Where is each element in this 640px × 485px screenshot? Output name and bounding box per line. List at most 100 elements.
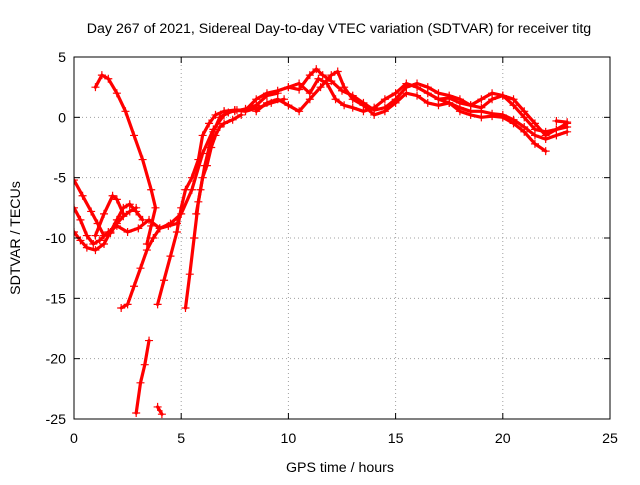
- data-point-marker: [380, 95, 389, 104]
- data-point-marker: [314, 74, 323, 83]
- data-point-marker: [488, 89, 497, 98]
- data-point-marker: [220, 119, 229, 128]
- data-point-marker: [402, 79, 411, 88]
- data-point-marker: [87, 207, 96, 216]
- data-point-marker: [100, 231, 109, 240]
- data-point-marker: [89, 240, 98, 249]
- data-point-marker: [391, 89, 400, 98]
- data-point-marker: [91, 246, 100, 255]
- data-point-marker: [106, 229, 115, 238]
- data-point-marker: [348, 103, 357, 112]
- data-point-marker: [78, 191, 87, 200]
- data-point-marker: [132, 203, 141, 212]
- series-line: [134, 339, 151, 415]
- data-point-marker: [327, 71, 336, 80]
- data-point-marker: [333, 67, 342, 76]
- y-tick-label: -15: [45, 291, 66, 307]
- data-point-marker: [370, 110, 379, 119]
- axis-ticks: 0 5 10 15 20 25 -25 -20 -15 -10 -5 0 5: [45, 50, 618, 447]
- data-point-marker: [112, 219, 121, 228]
- data-point-marker: [91, 83, 100, 92]
- data-point-marker: [136, 378, 145, 387]
- data-point-marker: [185, 270, 194, 279]
- data-point-marker: [108, 191, 117, 200]
- data-point-marker: [190, 234, 199, 242]
- data-point-marker: [200, 161, 209, 170]
- data-point-marker: [153, 300, 162, 309]
- x-tick-label: 25: [602, 431, 618, 447]
- data-point-marker: [172, 227, 181, 236]
- data-point-marker: [340, 101, 349, 110]
- data-point-marker: [413, 83, 422, 92]
- data-point-marker: [331, 95, 340, 104]
- data-point-marker: [340, 83, 349, 92]
- series-pass-7: [132, 336, 154, 417]
- data-point-marker: [130, 282, 139, 291]
- data-point-marker: [74, 227, 78, 236]
- data-point-marker: [121, 107, 130, 116]
- series-line: [222, 67, 569, 137]
- data-point-marker: [273, 86, 282, 95]
- data-point-marker: [76, 215, 85, 224]
- data-point-marker: [530, 125, 539, 134]
- data-point-marker: [530, 139, 539, 148]
- data-point-marker: [228, 115, 237, 124]
- series-pass-4: [91, 191, 128, 240]
- data-point-marker: [295, 107, 304, 116]
- data-point-marker: [74, 176, 78, 185]
- data-point-marker: [466, 101, 475, 110]
- data-point-marker: [166, 252, 175, 261]
- x-tick-label: 0: [70, 431, 78, 447]
- data-point-marker: [488, 109, 497, 118]
- data-point-marker: [209, 127, 218, 136]
- x-tick-label: 15: [388, 431, 404, 447]
- data-point-marker: [123, 300, 132, 309]
- y-tick-label: 0: [58, 110, 66, 126]
- data-point-marker: [498, 91, 507, 100]
- data-point-marker: [284, 101, 293, 110]
- data-point-marker: [147, 185, 156, 194]
- data-point-marker: [273, 95, 282, 104]
- data-point-marker: [215, 113, 224, 122]
- data-point-marker: [198, 131, 207, 140]
- data-point-marker: [305, 71, 314, 80]
- series-pass-5: [91, 71, 160, 249]
- data-point-marker: [498, 110, 507, 119]
- data-point-marker: [160, 276, 169, 285]
- data-point-marker: [359, 107, 368, 116]
- data-point-marker: [262, 89, 271, 98]
- data-point-marker: [177, 203, 186, 212]
- data-point-marker: [145, 336, 154, 345]
- data-point-marker: [117, 303, 126, 312]
- data-point-marker: [520, 113, 529, 122]
- x-tick-label: 10: [281, 431, 297, 447]
- data-point-marker: [140, 360, 149, 369]
- data-point-marker: [100, 209, 109, 218]
- series-pass-15: [434, 89, 572, 136]
- data-point-marker: [112, 89, 121, 98]
- data-point-marker: [241, 106, 250, 115]
- data-point-marker: [380, 107, 389, 116]
- data-point-marker: [413, 91, 422, 100]
- data-point-marker: [91, 231, 100, 240]
- data-point-marker: [74, 203, 78, 212]
- data-point-marker: [95, 236, 104, 245]
- data-point-marker: [196, 185, 205, 194]
- data-point-marker: [125, 200, 134, 209]
- data-point-marker: [348, 95, 357, 104]
- data-point-marker: [541, 135, 550, 144]
- series-pass-6: [117, 219, 181, 312]
- data-point-marker: [155, 224, 164, 233]
- data-point-marker: [142, 246, 151, 255]
- data-point-marker: [509, 101, 518, 110]
- data-series: [74, 65, 572, 419]
- y-axis-label: SDTVAR / TECUs: [8, 181, 24, 295]
- data-point-marker: [187, 173, 196, 182]
- series-line: [194, 108, 239, 216]
- data-point-marker: [391, 98, 400, 107]
- data-point-marker: [134, 224, 143, 233]
- data-point-marker: [445, 94, 454, 103]
- data-point-marker: [76, 236, 85, 245]
- data-point-marker: [112, 195, 121, 204]
